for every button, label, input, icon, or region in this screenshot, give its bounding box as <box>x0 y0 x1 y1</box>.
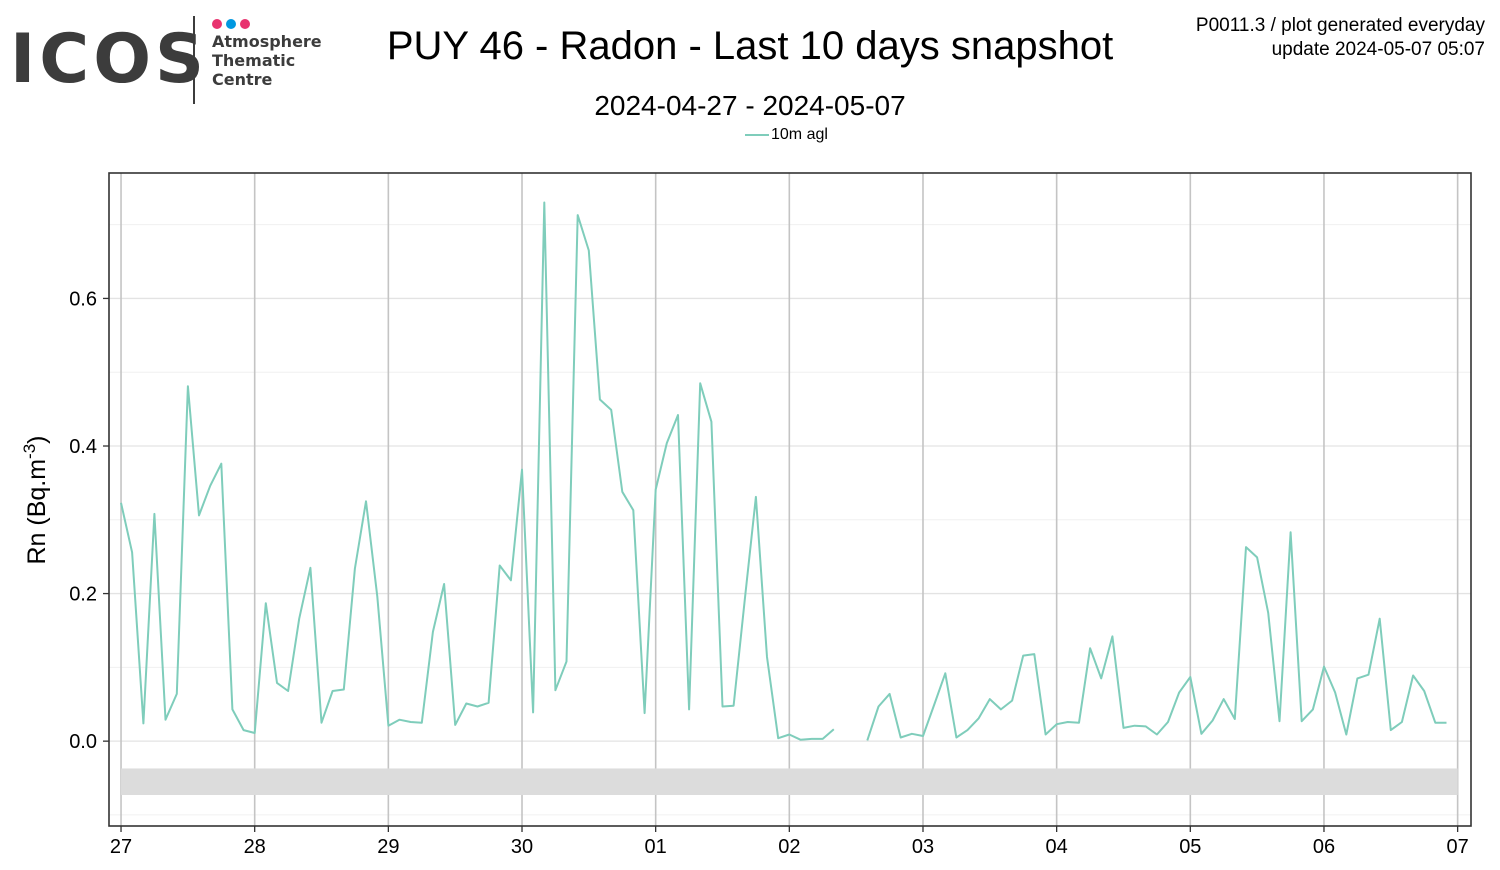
flag-band <box>121 768 1458 796</box>
logo-line-2: Thematic <box>212 51 296 70</box>
x-tick-label: 03 <box>912 836 934 858</box>
logo-dot <box>212 19 222 29</box>
chart-subtitle: 2024-04-27 - 2024-05-07 <box>594 90 906 121</box>
y-tick-label: 0.6 <box>69 288 97 310</box>
x-tick-label: 30 <box>511 836 533 858</box>
x-tick-label: 06 <box>1313 836 1335 858</box>
logo-divider <box>193 16 195 104</box>
chart-title: PUY 46 - Radon - Last 10 days snapshot <box>386 24 1114 68</box>
x-tick-label: 27 <box>110 836 132 858</box>
x-tick-label: 02 <box>778 836 800 858</box>
logo-subtitle: Atmosphere Thematic Centre <box>212 32 322 89</box>
x-tick-label: 29 <box>377 836 399 858</box>
legend: 10m agl <box>745 126 828 146</box>
logo-line-3: Centre <box>212 70 273 89</box>
logo-dot <box>240 19 250 29</box>
y-tick-label: 0.4 <box>69 436 97 458</box>
y-tick-label: 0.2 <box>69 584 97 606</box>
x-tick-label: 28 <box>244 836 266 858</box>
plot-meta: P0011.3 / plot generated everyday update… <box>1196 14 1485 62</box>
x-tick-label: 05 <box>1179 836 1201 858</box>
plot-border <box>108 172 1472 827</box>
logo-line-1: Atmosphere <box>212 32 322 51</box>
logo-dots-icon <box>212 16 254 29</box>
plot-meta-line-2: update 2024-05-07 05:07 <box>1271 39 1485 60</box>
logo-dot <box>226 19 236 29</box>
x-tick-label: 07 <box>1447 836 1469 858</box>
x-tick-label: 04 <box>1046 836 1068 858</box>
series-line <box>120 201 835 741</box>
series-line <box>866 531 1447 741</box>
plot-meta-line-1: P0011.3 / plot generated everyday <box>1195 15 1485 36</box>
y-axis-label: Rn (Bq.m-3) <box>20 435 51 564</box>
legend-label: 10m agl <box>771 126 828 143</box>
x-tick-label: 01 <box>645 836 667 858</box>
logo-wordmark: ICOS <box>10 20 208 99</box>
icos-logo: ICOS Atmosphere Thematic Centre <box>10 14 330 106</box>
y-tick-label: 0.0 <box>69 731 97 753</box>
legend-swatch <box>745 133 769 136</box>
